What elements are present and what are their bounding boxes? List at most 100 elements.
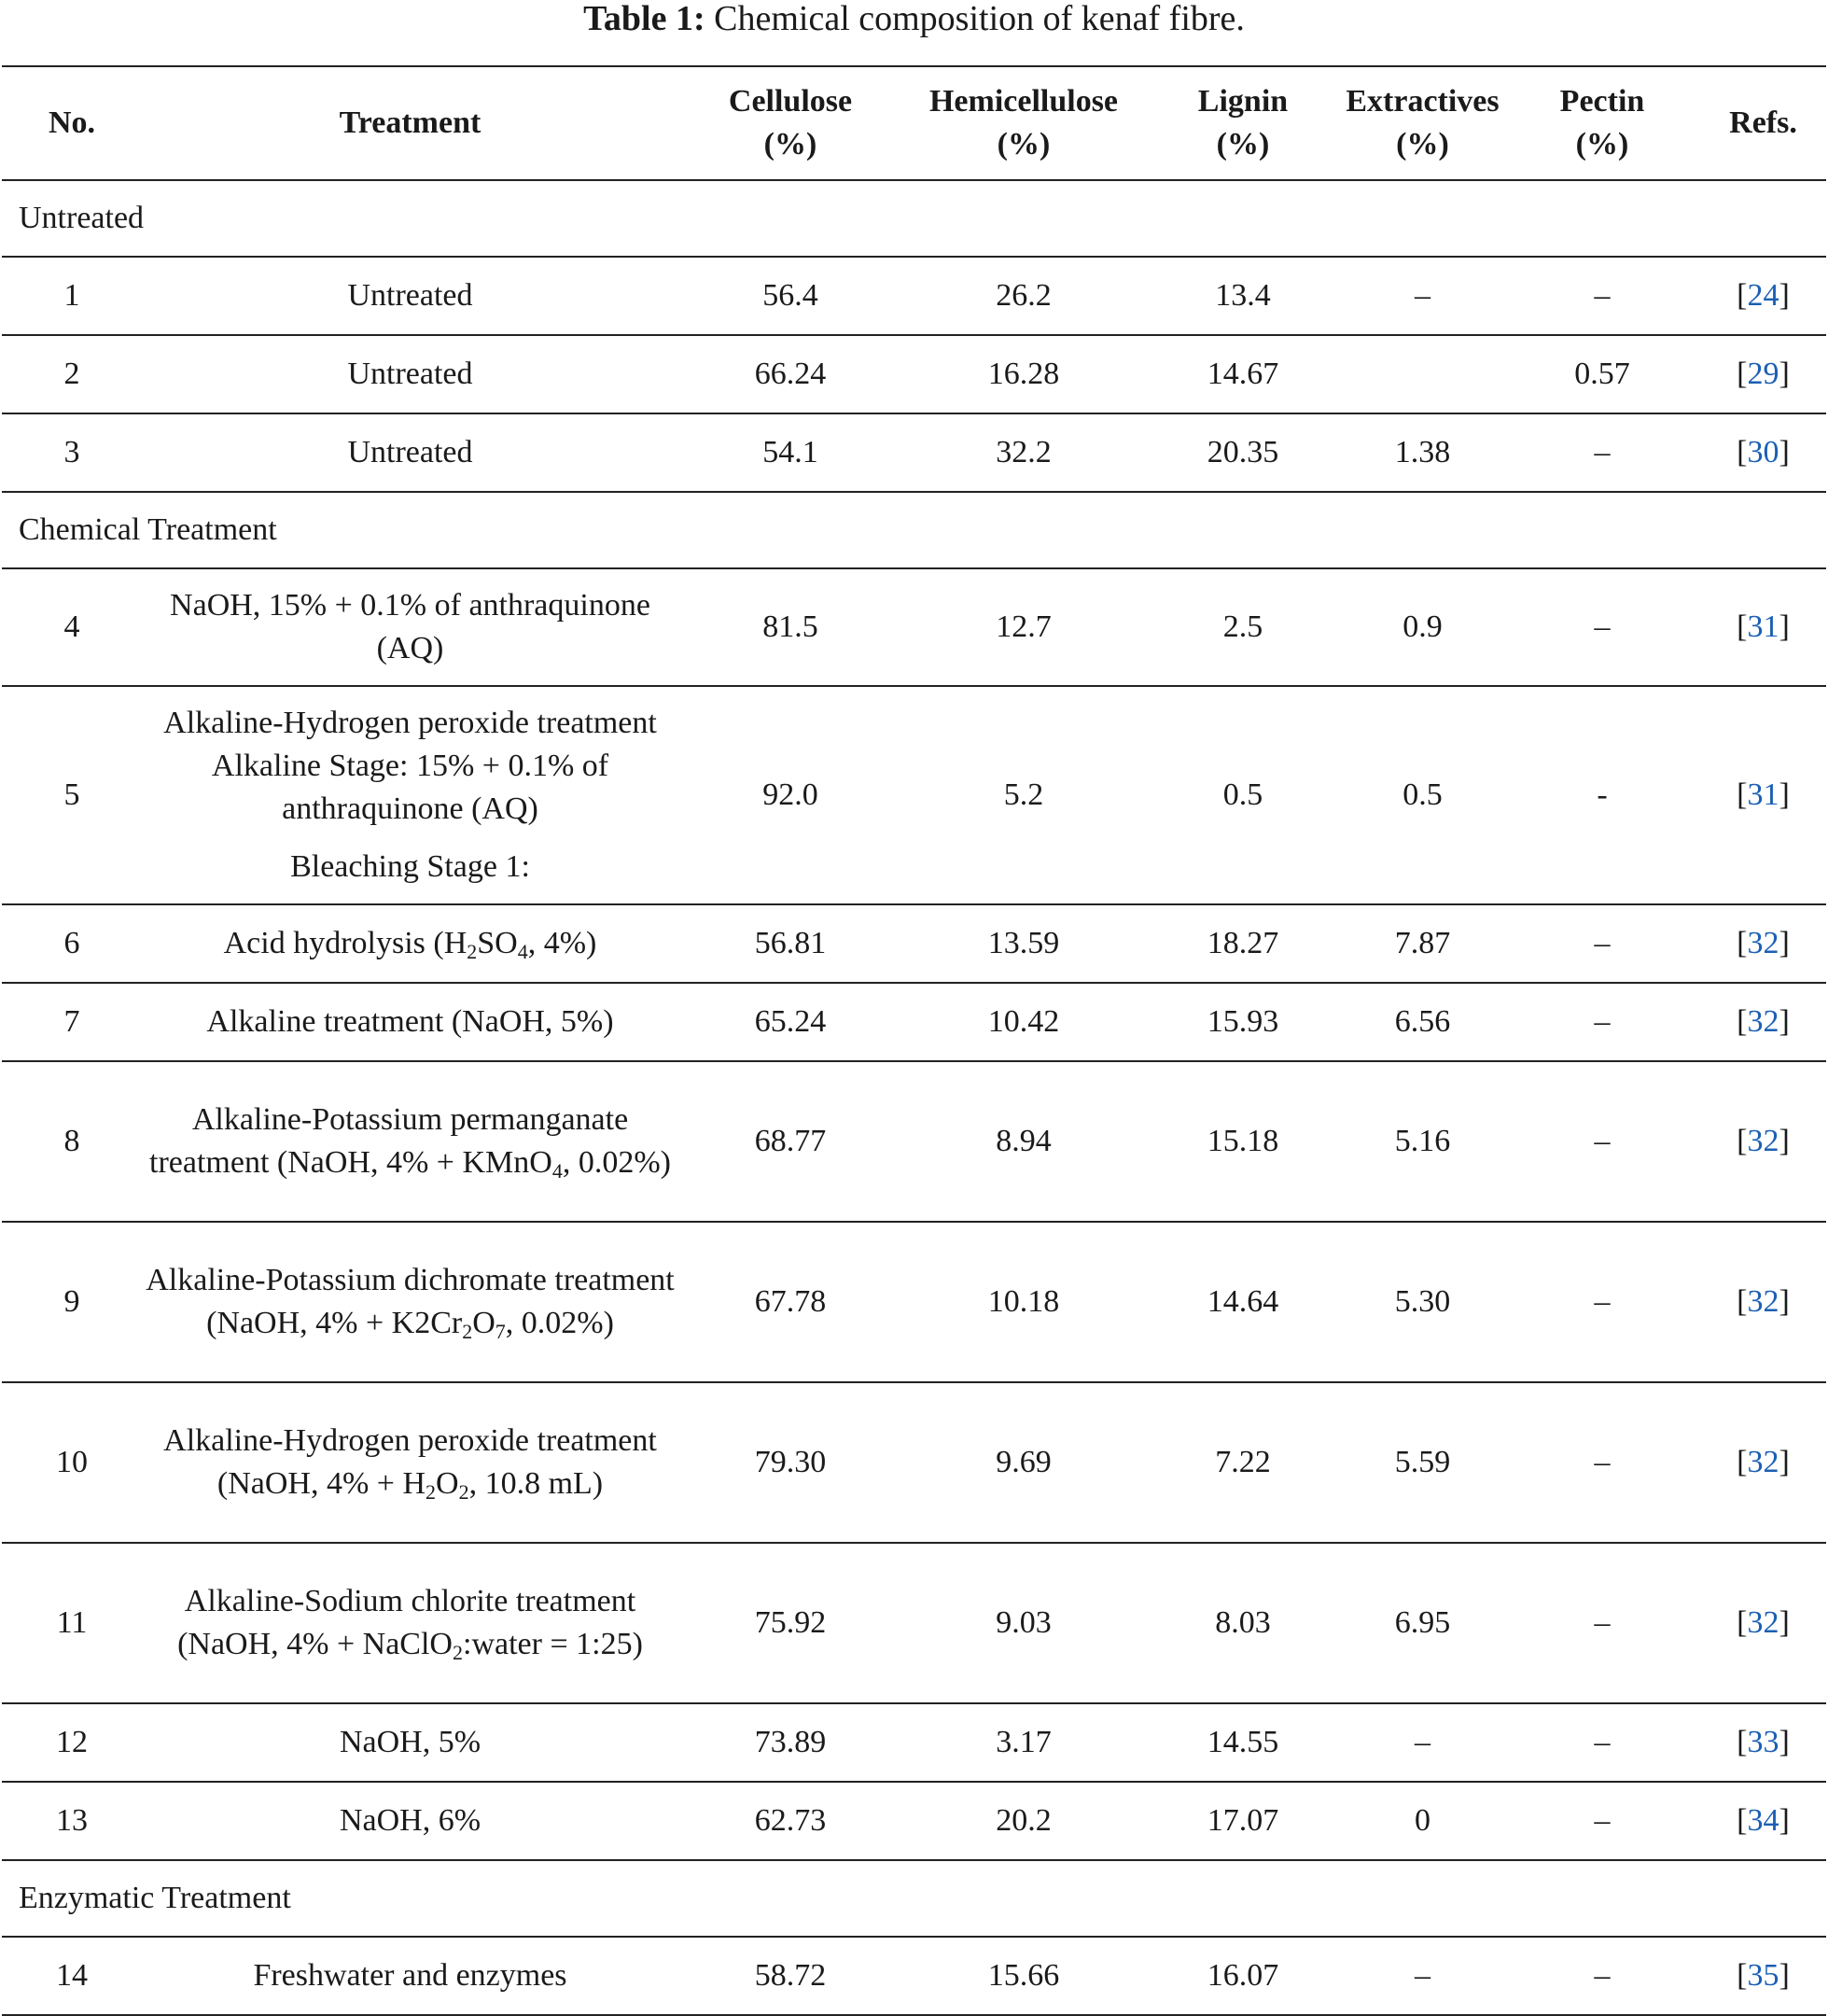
cell-pectin: – xyxy=(1504,1937,1700,2016)
reference-link[interactable]: 30 xyxy=(1747,435,1779,469)
cell-extractives: – xyxy=(1341,1703,1504,1783)
reference-link[interactable]: 31 xyxy=(1747,777,1779,812)
cell-no: 5 xyxy=(2,686,142,905)
reference-link[interactable]: 32 xyxy=(1747,1284,1779,1319)
cell-lignin: 14.67 xyxy=(1145,335,1341,414)
cell-hemicellulose: 3.17 xyxy=(902,1703,1145,1783)
cell-pectin: – xyxy=(1504,1222,1700,1383)
cell-treatment: Untreated xyxy=(142,413,678,493)
cell-treatment: Alkaline-Hydrogen peroxide treatment Alk… xyxy=(142,686,678,905)
cell-cellulose: 66.24 xyxy=(678,335,902,414)
cell-lignin: 16.07 xyxy=(1145,1937,1341,2016)
cell-refs: [32] xyxy=(1700,1382,1826,1544)
reference-link[interactable]: 32 xyxy=(1747,1445,1779,1479)
cell-refs: [29] xyxy=(1700,335,1826,414)
cell-lignin: 15.93 xyxy=(1145,983,1341,1062)
header-pectin-label: Pectin xyxy=(1559,84,1645,119)
cell-extractives xyxy=(1341,335,1504,414)
cell-hemicellulose: 10.18 xyxy=(902,1222,1145,1383)
cell-no: 3 xyxy=(2,413,142,493)
bracket-close: ] xyxy=(1779,777,1790,812)
cell-extractives: 5.16 xyxy=(1341,1061,1504,1223)
reference-link[interactable]: 35 xyxy=(1747,1958,1779,1993)
reference-link[interactable]: 31 xyxy=(1747,609,1779,644)
header-refs: Refs. xyxy=(1700,65,1826,181)
bracket-close: ] xyxy=(1779,1004,1790,1039)
bracket-open: [ xyxy=(1737,1445,1748,1479)
table-row: 6 Acid hydrolysis (H2SO4, 4%) 56.81 13.59 18… xyxy=(2,904,1826,984)
treatment-text: Untreated xyxy=(347,435,473,469)
cell-no: 7 xyxy=(2,983,142,1062)
cell-extractives: 0.5 xyxy=(1341,686,1504,905)
treatment-text: O xyxy=(472,1306,495,1340)
table-row: 5 Alkaline-Hydrogen peroxide treatment Al… xyxy=(2,686,1826,905)
header-unit: (%) xyxy=(1216,127,1270,161)
cell-extractives: – xyxy=(1341,257,1504,336)
bracket-open: [ xyxy=(1737,1958,1748,1993)
treatment-subscript: 2 xyxy=(462,1320,473,1343)
cell-treatment: NaOH, 15% + 0.1% of anthraquinone (AQ) xyxy=(142,568,678,687)
cell-lignin: 2.5 xyxy=(1145,568,1341,687)
cell-no: 14 xyxy=(2,1937,142,2016)
cell-no: 10 xyxy=(2,1382,142,1544)
cell-no: 13 xyxy=(2,1782,142,1861)
reference-link[interactable]: 32 xyxy=(1747,926,1779,960)
treatment-subscript: 2 xyxy=(453,1641,463,1664)
header-cellulose-label: Cellulose xyxy=(728,84,853,119)
treatment-subscript: 4 xyxy=(517,940,528,963)
cell-extractives: 0.9 xyxy=(1341,568,1504,687)
bracket-close: ] xyxy=(1779,278,1790,313)
section-row: Enzymatic Treatment xyxy=(2,1860,1826,1938)
cell-lignin: 7.22 xyxy=(1145,1382,1341,1544)
treatment-text: NaOH, 15% + 0.1% of anthraquinone (AQ) xyxy=(170,588,650,665)
cell-refs: [24] xyxy=(1700,257,1826,336)
treatment-text: O xyxy=(436,1466,459,1501)
cell-no: 8 xyxy=(2,1061,142,1223)
reference-link[interactable]: 32 xyxy=(1747,1605,1779,1640)
cell-treatment: Alkaline treatment (NaOH, 5%) xyxy=(142,983,678,1062)
bracket-open: [ xyxy=(1737,435,1748,469)
cell-treatment: NaOH, 5% xyxy=(142,1703,678,1783)
cell-hemicellulose: 5.2 xyxy=(902,686,1145,905)
cell-cellulose: 75.92 xyxy=(678,1543,902,1704)
cell-cellulose: 73.89 xyxy=(678,1703,902,1783)
bracket-open: [ xyxy=(1737,609,1748,644)
cell-extractives: 5.30 xyxy=(1341,1222,1504,1383)
header-unit: (%) xyxy=(1396,127,1449,161)
treatment-text: Alkaline-Potassium dichromate treatment … xyxy=(146,1263,675,1340)
reference-link[interactable]: 29 xyxy=(1747,357,1779,391)
cell-pectin: – xyxy=(1504,568,1700,687)
treatment-subscript: 4 xyxy=(551,1159,563,1183)
reference-link[interactable]: 34 xyxy=(1747,1803,1779,1838)
header-extractives: Extractives (%) xyxy=(1341,65,1504,181)
table-row: 12 NaOH, 5% 73.89 3.17 14.55– – [33] xyxy=(2,1703,1826,1783)
table-row: 3 Untreated 54.1 32.2 20.35 1.38– [30] xyxy=(2,413,1826,493)
reference-link[interactable]: 33 xyxy=(1747,1725,1779,1759)
cell-treatment: Alkaline-Sodium chlorite treatment (NaOH… xyxy=(142,1543,678,1704)
cell-cellulose: 62.73 xyxy=(678,1782,902,1861)
cell-no: 11 xyxy=(2,1543,142,1704)
reference-link[interactable]: 32 xyxy=(1747,1124,1779,1158)
table-row: 13 NaOH, 6% 62.73 20.2 17.07 0– [34] xyxy=(2,1782,1826,1861)
header-lignin: Lignin (%) xyxy=(1145,65,1341,181)
treatment-subscript: 2 xyxy=(467,940,478,963)
reference-link[interactable]: 24 xyxy=(1747,278,1779,313)
cell-pectin: – xyxy=(1504,904,1700,984)
header-unit: (%) xyxy=(1575,127,1629,161)
cell-extractives: 6.95 xyxy=(1341,1543,1504,1704)
cell-pectin: - xyxy=(1504,686,1700,905)
treatment-text: Alkaline-Sodium chlorite treatment (NaOH… xyxy=(177,1584,636,1661)
bracket-open: [ xyxy=(1737,278,1748,313)
reference-link[interactable]: 32 xyxy=(1747,1004,1779,1039)
cell-hemicellulose: 10.42 xyxy=(902,983,1145,1062)
cell-cellulose: 56.4 xyxy=(678,257,902,336)
header-row: No. Treatment Cellulose (%) Hemicellulose… xyxy=(2,65,1826,181)
cell-cellulose: 65.24 xyxy=(678,983,902,1062)
section-row: Untreated xyxy=(2,180,1826,258)
cell-hemicellulose: 20.2 xyxy=(902,1782,1145,1861)
cell-extractives: 5.59 xyxy=(1341,1382,1504,1544)
cell-extractives: – xyxy=(1341,1937,1504,2016)
cell-refs: [32] xyxy=(1700,983,1826,1062)
cell-cellulose: 58.72 xyxy=(678,1937,902,2016)
cell-no: 6 xyxy=(2,904,142,984)
